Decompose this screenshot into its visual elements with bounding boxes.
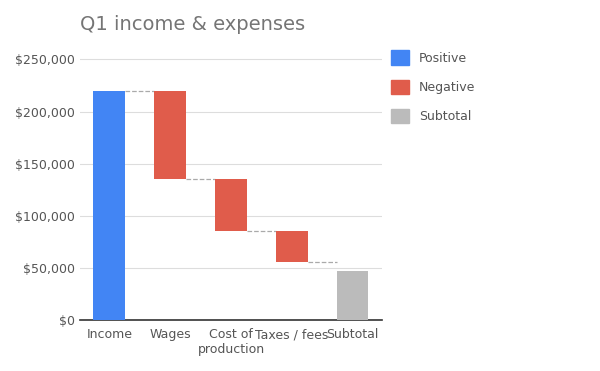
Bar	[154, 91, 186, 179]
Legend: Positive, Negative, Subtotal: Positive, Negative, Subtotal	[391, 50, 475, 124]
Bar	[94, 91, 125, 320]
Bar	[215, 179, 247, 231]
Text: Q1 income & expenses: Q1 income & expenses	[80, 15, 305, 34]
Bar	[276, 231, 308, 262]
Bar	[337, 271, 368, 320]
